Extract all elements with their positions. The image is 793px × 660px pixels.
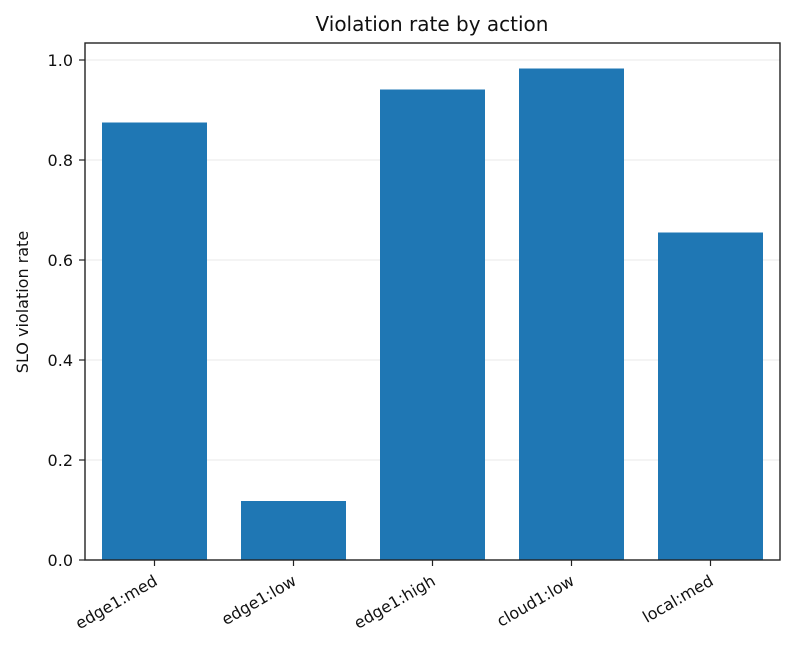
bar-edge1-high	[380, 89, 485, 560]
y-tick-label: 0.8	[48, 151, 73, 170]
x-tick-label: local:med	[639, 571, 716, 627]
x-tick-label: edge1:low	[218, 571, 299, 629]
y-tick-label: 0.6	[48, 251, 73, 270]
x-axis: edge1:med edge1:low edge1:high cloud1:low lo…	[72, 560, 717, 633]
x-tick-label: cloud1:low	[493, 571, 577, 631]
y-axis: 0.0 0.2 0.4 0.6 0.8 1.0	[48, 51, 85, 570]
y-tick-label: 0.4	[48, 351, 73, 370]
y-tick-label: 0.2	[48, 451, 73, 470]
y-axis-label: SLO violation rate	[13, 231, 32, 373]
y-tick-label: 1.0	[48, 51, 73, 70]
bar-local-med	[658, 232, 763, 560]
bar-edge1-low	[241, 501, 346, 560]
y-tick-label: 0.0	[48, 551, 73, 570]
x-tick-label: edge1:med	[72, 571, 160, 633]
plot-frame	[84, 42, 781, 561]
bar-cloud1-low	[519, 68, 624, 560]
bar-edge1-med	[102, 122, 207, 560]
bars-layer	[102, 68, 763, 560]
x-tick-label: edge1:high	[351, 571, 439, 633]
chart-title: Violation rate by action	[316, 12, 549, 36]
